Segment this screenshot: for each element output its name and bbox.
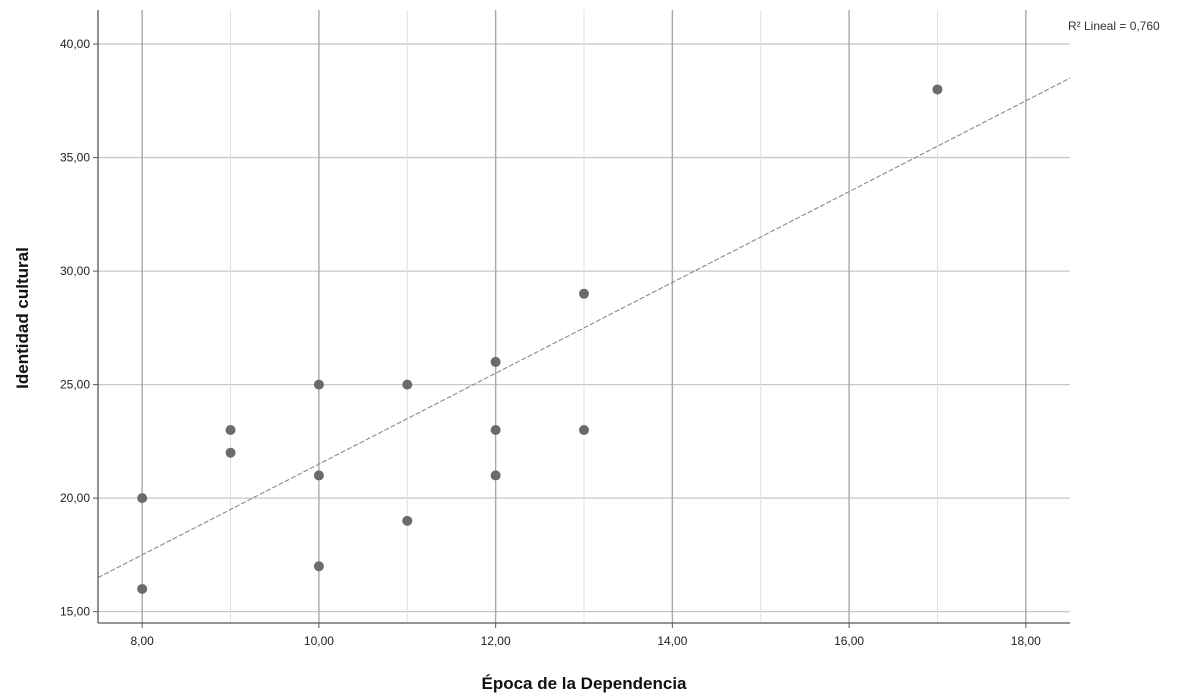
x-tick-label: 10,00	[304, 634, 334, 648]
data-point	[137, 583, 148, 594]
y-tick-label: 35,00	[60, 151, 90, 165]
y-axis-title: Identidad cultural	[13, 247, 32, 389]
x-tick-label: 14,00	[657, 634, 687, 648]
fit-line-group	[97, 77, 1071, 579]
data-point	[490, 425, 501, 436]
data-point	[313, 561, 324, 572]
x-tick-label: 8,00	[131, 634, 155, 648]
y-tick-label: 15,00	[60, 605, 90, 619]
data-point	[932, 84, 943, 95]
data-point	[225, 447, 236, 458]
data-point	[225, 425, 236, 436]
data-point	[313, 470, 324, 481]
tick-labels: 15,00 20,00 25,00 30,00 35,00 40,00 8,00 10,00 1…	[60, 37, 1041, 648]
data-point	[490, 356, 501, 367]
data-point	[402, 515, 413, 526]
axes	[93, 10, 1070, 628]
y-tick-label: 40,00	[60, 37, 90, 51]
x-tick-label: 18,00	[1011, 634, 1041, 648]
grid-lines	[98, 10, 1070, 623]
data-point	[579, 288, 589, 299]
data-points	[137, 84, 943, 594]
x-axis-title: Época de la Dependencia	[481, 674, 687, 693]
fit-line	[97, 77, 1071, 579]
data-point	[579, 425, 589, 436]
y-tick-label: 20,00	[60, 491, 90, 505]
x-tick-label: 12,00	[481, 634, 511, 648]
data-point	[137, 493, 148, 504]
x-tick-label: 16,00	[834, 634, 864, 648]
y-tick-label: 25,00	[60, 378, 90, 392]
data-point	[313, 379, 324, 390]
data-point	[490, 470, 501, 481]
data-point	[402, 379, 413, 390]
r-squared-annotation: R² Lineal = 0,760	[1068, 19, 1160, 33]
y-tick-label: 30,00	[60, 264, 90, 278]
